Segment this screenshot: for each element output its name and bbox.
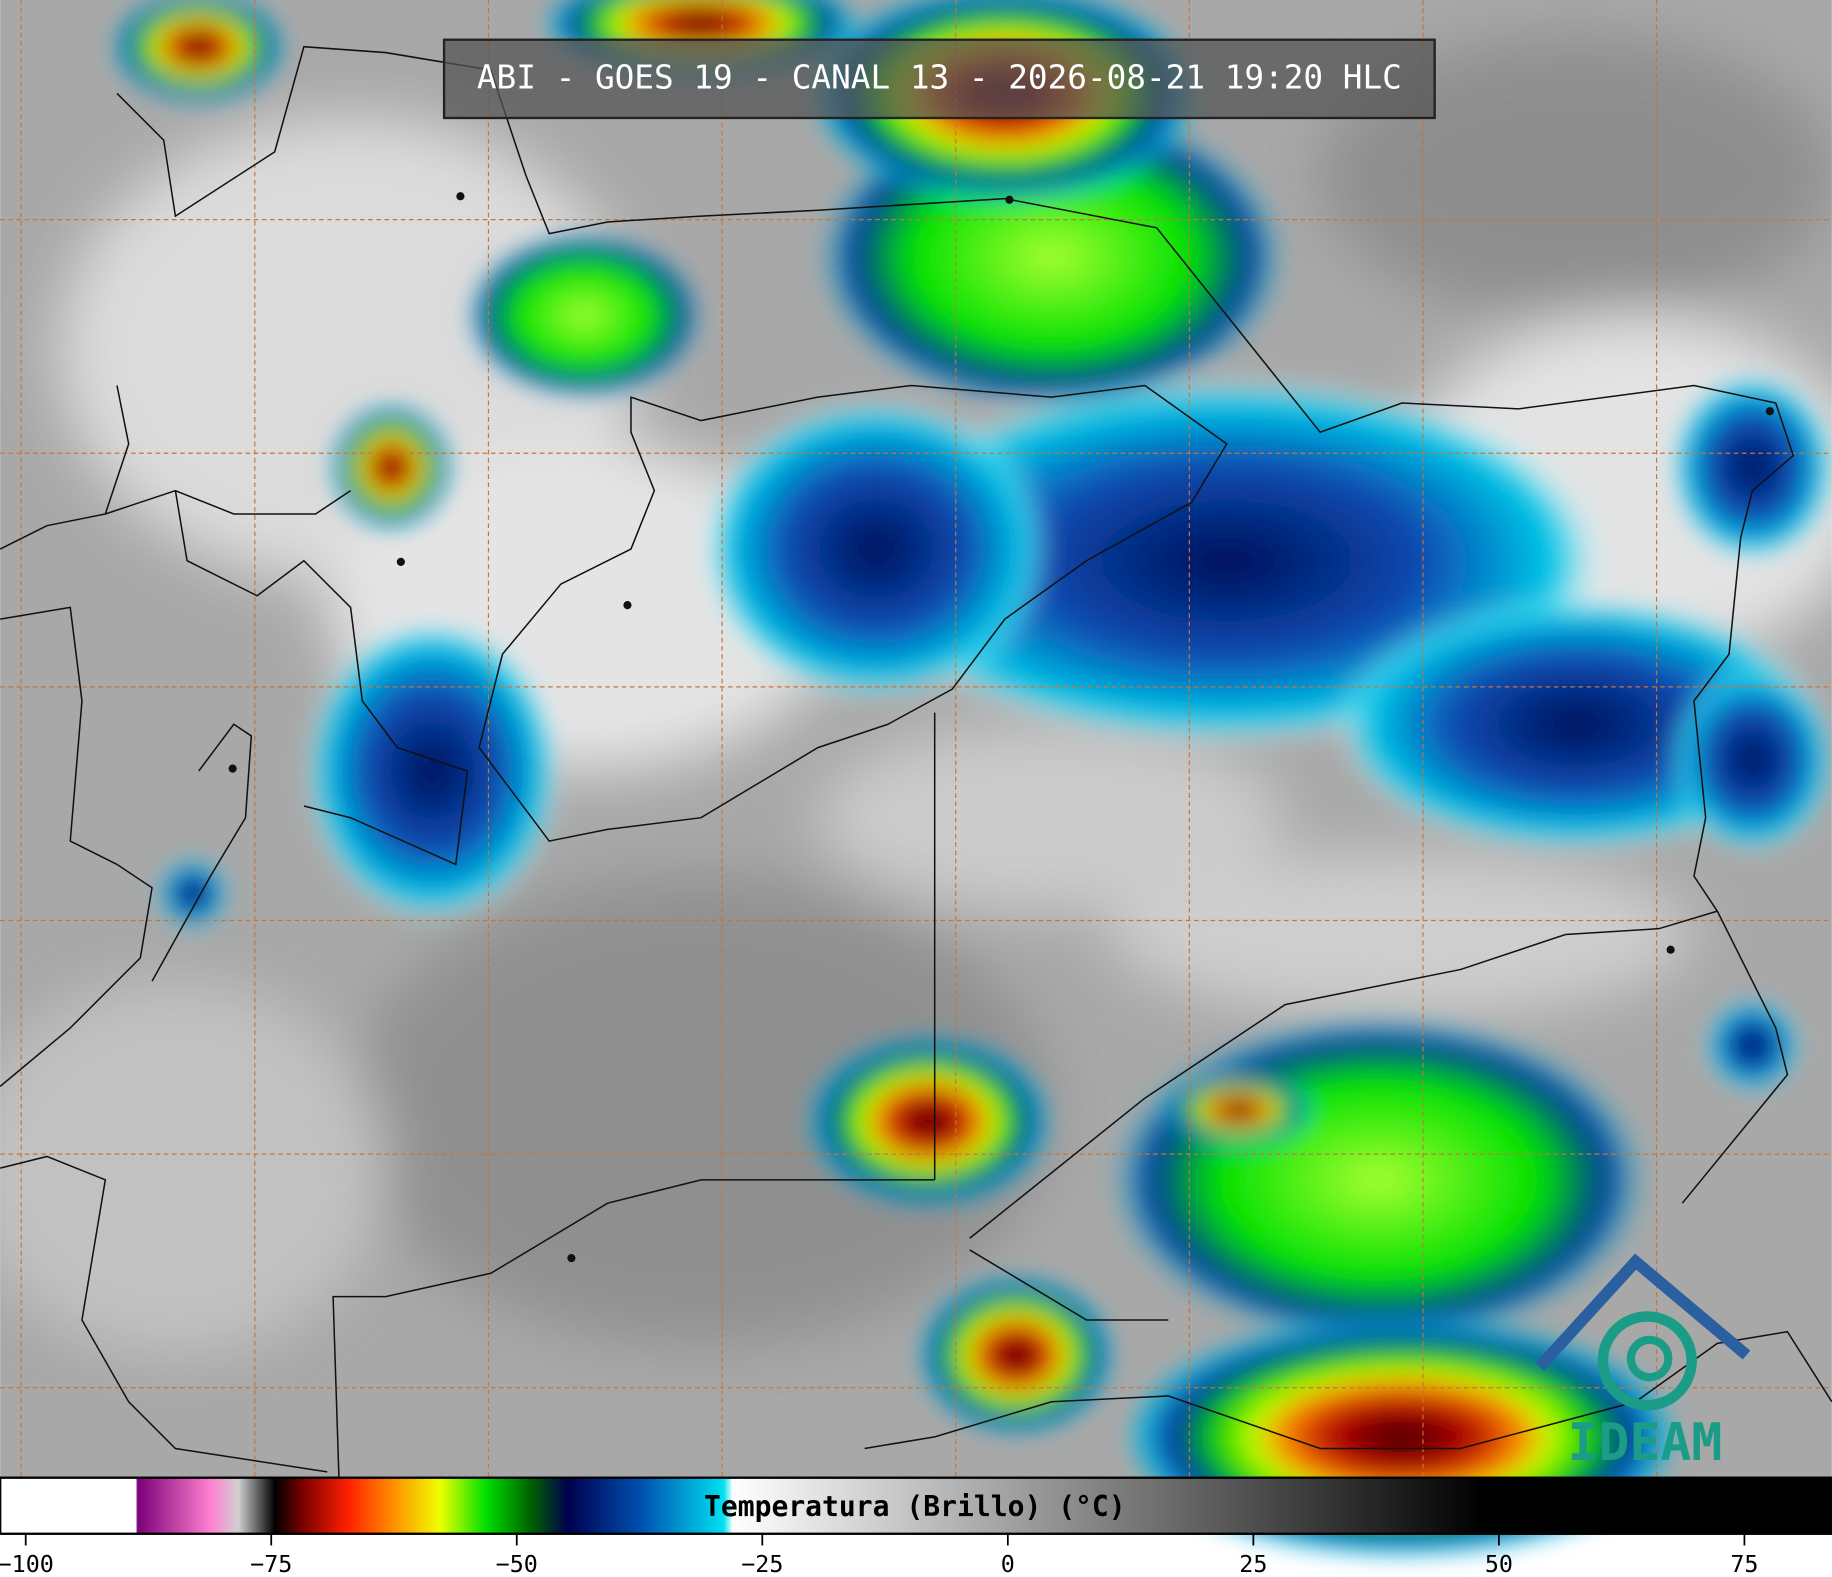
title: ABI - GOES 19 - CANAL 13 - 2026-08-21 19… xyxy=(477,58,1402,96)
title-box: ABI - GOES 19 - CANAL 13 - 2026-08-21 19… xyxy=(442,38,1436,120)
colorbar-tick-label: −100 xyxy=(0,1550,54,1577)
colorbar-tick-label: 0 xyxy=(1001,1550,1015,1577)
logo: IDEAM xyxy=(1535,1253,1751,1473)
colorbar: Temperatura (Brillo) (°C) −100 −75 −50 −25 0… xyxy=(0,1476,1832,1577)
colorbar-tick-label: −75 xyxy=(250,1550,292,1577)
graticule xyxy=(0,0,1832,1478)
colorbar-tick-label: −50 xyxy=(496,1550,538,1577)
colorbar-tick-label: 25 xyxy=(1239,1550,1267,1577)
colorbar-tick-label: −25 xyxy=(741,1550,783,1577)
colorbar-label: Temperatura (Brillo) (°C) xyxy=(704,1490,1126,1523)
colorbar-tick-label: 75 xyxy=(1730,1550,1758,1577)
colorbar-tick-label: 50 xyxy=(1485,1550,1513,1577)
borders xyxy=(0,45,1832,1478)
logo-text: IDEAM xyxy=(1568,1413,1723,1473)
